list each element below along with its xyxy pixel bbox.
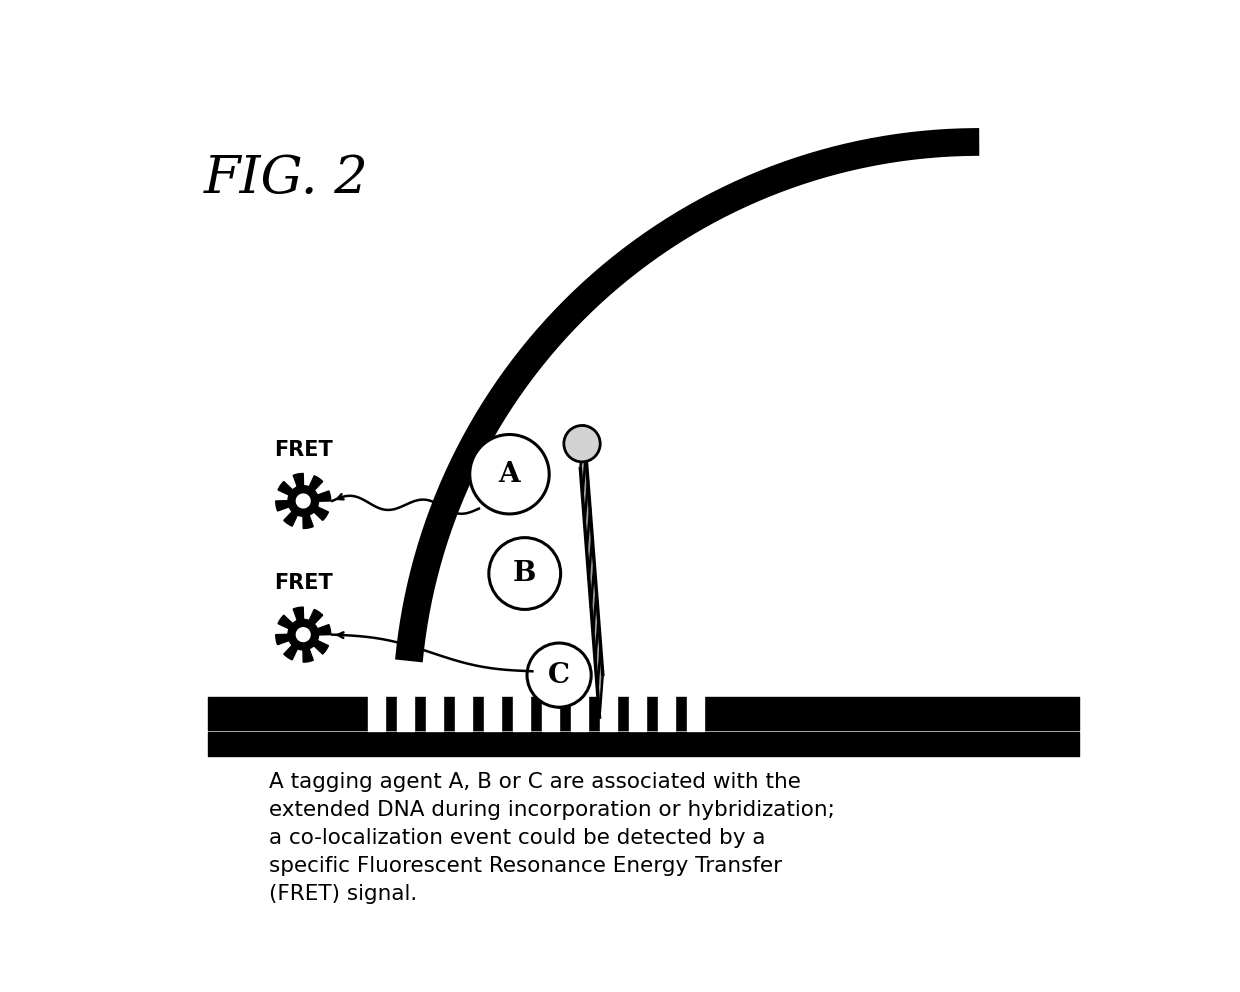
Text: C: C [548, 662, 570, 688]
Text: FIG. 2: FIG. 2 [203, 154, 368, 204]
Polygon shape [275, 473, 331, 529]
Polygon shape [580, 427, 603, 717]
Text: A: A [498, 460, 521, 488]
Text: B: B [513, 560, 537, 587]
Text: A tagging agent A, B or C are associated with the
extended DNA during incorporat: A tagging agent A, B or C are associated… [269, 772, 835, 904]
Circle shape [527, 643, 591, 707]
Polygon shape [296, 494, 310, 508]
Circle shape [489, 538, 560, 609]
Polygon shape [275, 607, 331, 662]
Polygon shape [296, 628, 310, 642]
Text: FRET: FRET [274, 573, 332, 593]
Circle shape [470, 434, 549, 514]
Text: FRET: FRET [274, 439, 332, 459]
Circle shape [564, 426, 600, 462]
